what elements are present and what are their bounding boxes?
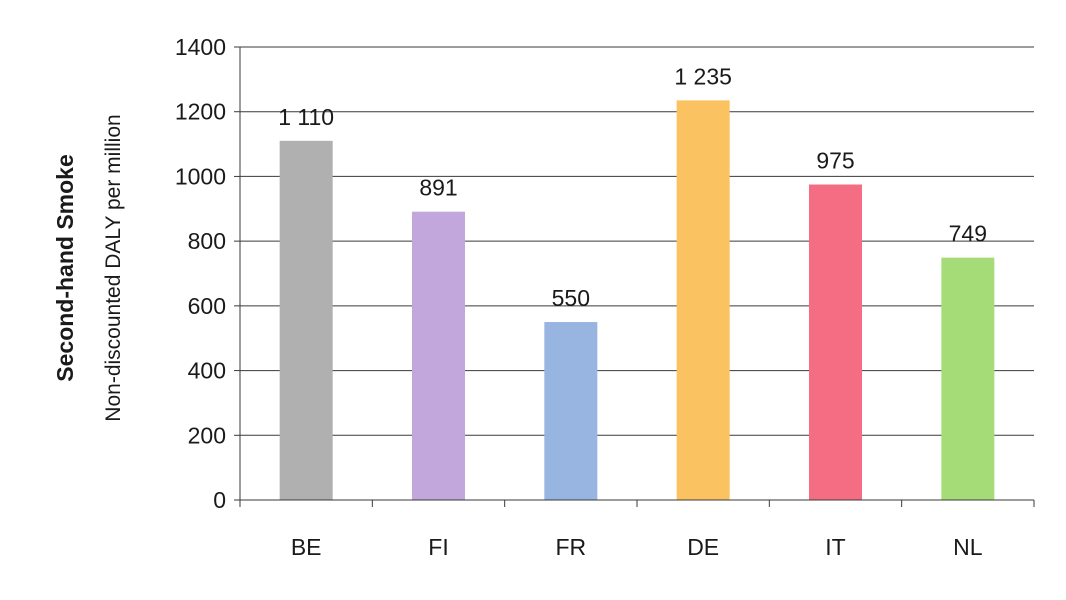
bar-de [676,100,730,500]
gridlines [240,46,1034,501]
bar-be [279,140,333,501]
y-tick-label: 200 [188,422,226,448]
y-tick-label: 600 [188,293,226,319]
data-label-be: 1 110 [278,104,334,130]
data-label-de: 1 235 [674,63,732,89]
y-axis-ticks: 0 200 400 600 800 1000 1200 1400 [175,34,241,513]
bar-fr [544,322,598,500]
y-axis-title: Second-hand Smoke Non-discounted DALY pe… [52,114,125,421]
y-axis-sublabel: Non-discounted DALY per million [102,114,125,421]
data-label-fi: 891 [419,175,457,201]
data-label-it: 975 [816,148,854,174]
y-axis-label: Second-hand Smoke [52,154,78,381]
x-tick-label-fi: FI [428,534,448,560]
y-tick-label: 1200 [175,99,226,125]
x-axis-ticks: BE FI FR DE IT NL [239,499,1035,560]
bars [279,100,995,501]
y-tick-label: 0 [213,487,226,513]
x-tick-label-de: DE [687,534,719,560]
x-tick-label-fr: FR [555,534,586,560]
x-tick-label-it: IT [825,534,845,560]
data-label-nl: 749 [949,221,987,247]
data-labels: 1 110 891 550 1 235 975 749 [278,63,987,311]
y-tick-label: 400 [188,358,226,384]
x-tick-label-be: BE [291,534,322,560]
bar-nl [941,257,995,500]
x-tick-label-nl: NL [953,534,983,560]
bar-it [809,184,862,500]
y-tick-label: 1400 [175,34,226,60]
y-tick-label: 800 [188,228,226,254]
bar-fi [412,211,465,500]
data-label-fr: 550 [552,285,590,311]
y-tick-label: 1000 [175,163,226,189]
